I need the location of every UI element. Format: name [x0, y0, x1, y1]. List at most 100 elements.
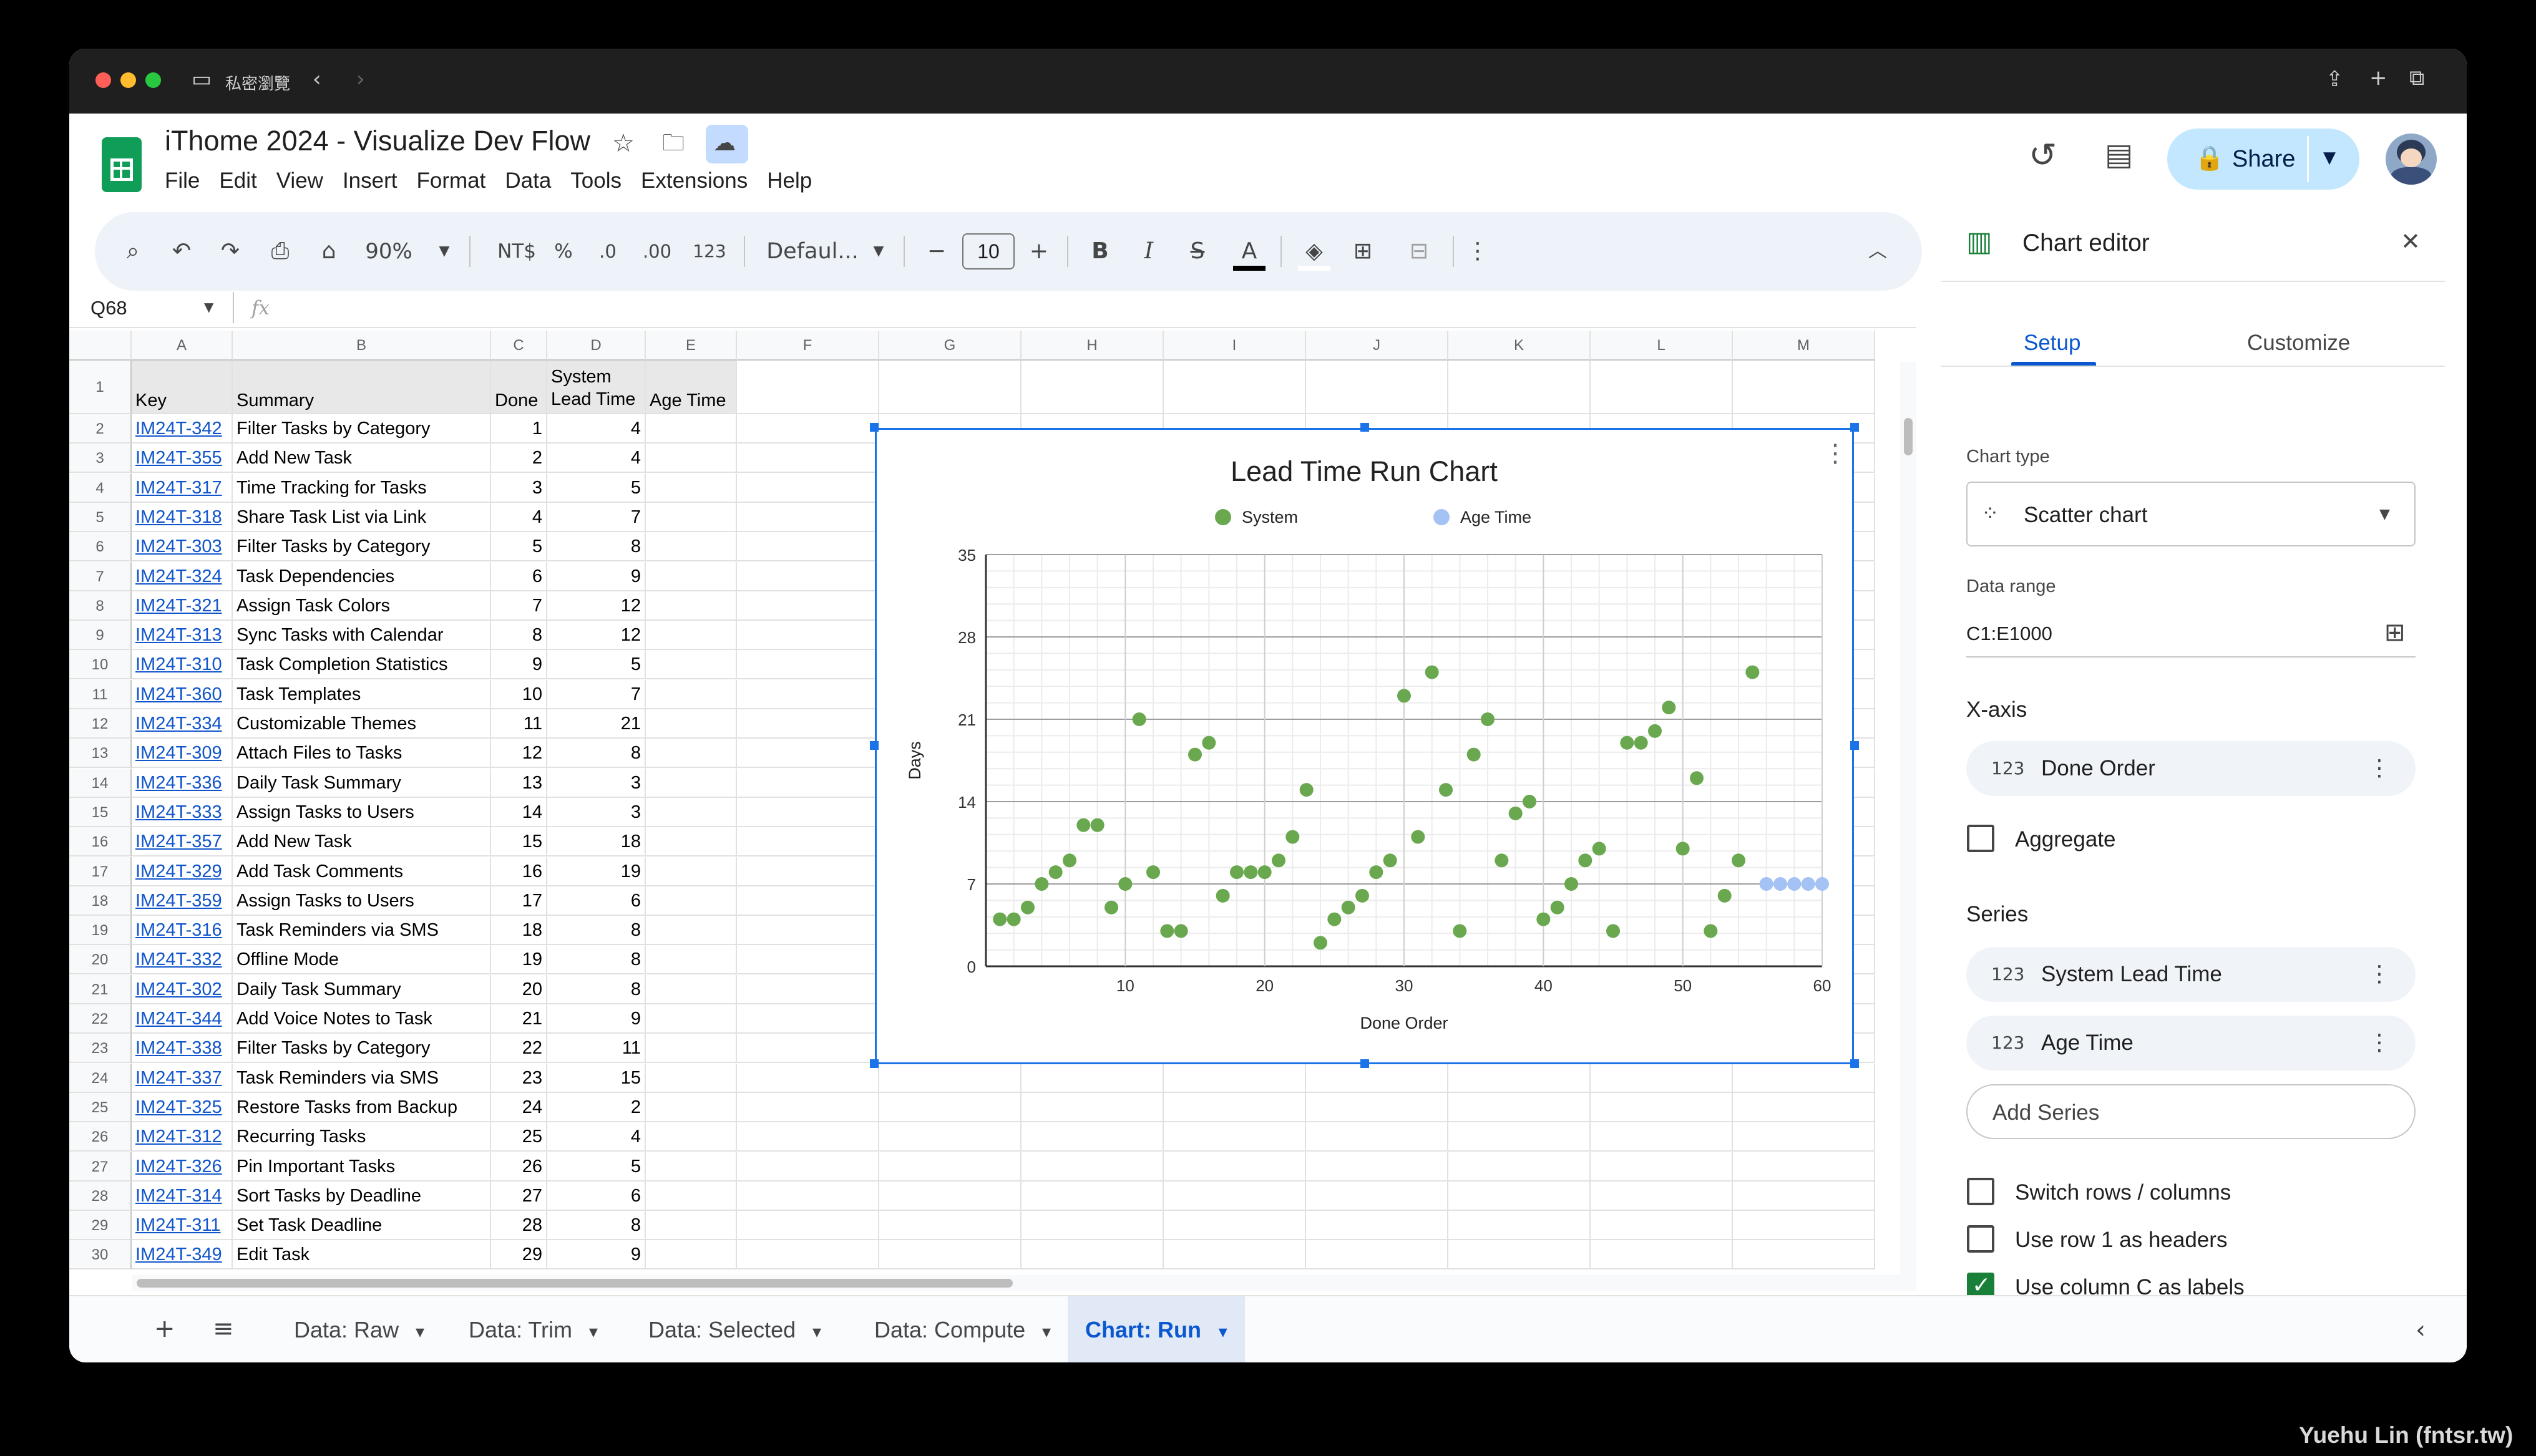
cell[interactable] — [1306, 361, 1448, 414]
minimize-window-button[interactable] — [120, 72, 136, 88]
cell[interactable] — [737, 473, 879, 503]
cell[interactable] — [646, 621, 737, 650]
issue-key-link[interactable]: IM24T-303 — [132, 532, 233, 561]
font-dropdown-icon[interactable]: ▼ — [873, 243, 884, 259]
cell[interactable] — [646, 857, 737, 886]
done-cell[interactable]: 11 — [491, 709, 547, 739]
issue-key-link[interactable]: IM24T-314 — [132, 1182, 233, 1211]
lead-time-cell[interactable]: 8 — [547, 975, 646, 1004]
decrease-font-size-icon[interactable]: − — [927, 238, 947, 264]
maximize-window-button[interactable] — [145, 72, 161, 88]
sheet-tab-dropdown-icon[interactable]: ▾ — [410, 1321, 425, 1342]
row-header[interactable]: 20 — [69, 945, 132, 974]
lead-time-cell[interactable]: 7 — [547, 503, 646, 532]
lead-time-cell[interactable]: 8 — [547, 532, 646, 561]
print-icon[interactable]: ⎙ — [271, 238, 290, 264]
cell[interactable] — [1306, 1152, 1448, 1182]
lead-time-cell[interactable]: 5 — [547, 1152, 646, 1182]
cell[interactable] — [1164, 1093, 1306, 1122]
scatter-chart[interactable]: 0 7 14 21 28 35 10 20 30 40 50 60 Lead Time Run Char… — [877, 430, 1852, 1062]
cell[interactable] — [737, 562, 879, 591]
cell[interactable] — [1733, 1152, 1875, 1182]
summary-cell[interactable]: Set Task Deadline — [233, 1211, 491, 1240]
sheet-tab-dropdown-icon[interactable]: ▾ — [1036, 1321, 1051, 1342]
cell[interactable] — [737, 1240, 879, 1269]
column-header[interactable]: B — [233, 331, 491, 361]
done-cell[interactable]: 17 — [491, 886, 547, 916]
cell[interactable] — [737, 769, 879, 798]
cell[interactable] — [737, 827, 879, 857]
cell[interactable] — [1448, 1093, 1591, 1122]
font-size-input[interactable]: 10 — [962, 233, 1015, 269]
row-header[interactable]: 19 — [69, 916, 132, 945]
issue-key-link[interactable]: IM24T-357 — [132, 827, 233, 857]
lead-time-cell[interactable]: 6 — [547, 1182, 646, 1211]
cell[interactable] — [646, 1152, 737, 1182]
summary-cell[interactable]: Pin Important Tasks — [233, 1152, 491, 1182]
lead-time-cell[interactable]: 9 — [547, 562, 646, 591]
cell[interactable] — [1306, 1064, 1448, 1093]
cell[interactable] — [737, 1093, 879, 1122]
cell[interactable] — [1591, 1064, 1733, 1093]
summary-cell[interactable]: Customizable Themes — [233, 709, 491, 739]
issue-key-link[interactable]: IM24T-355 — [132, 444, 233, 473]
cell[interactable] — [1164, 361, 1306, 414]
row-header[interactable]: 21 — [69, 975, 132, 1004]
cell[interactable] — [737, 1211, 879, 1240]
more-options-icon[interactable]: ⋮ — [1466, 238, 1489, 264]
add-sheet-icon[interactable]: + — [154, 1314, 175, 1343]
zoom-dropdown-icon[interactable]: ▼ — [439, 243, 450, 259]
done-cell[interactable]: 13 — [491, 769, 547, 798]
issue-key-link[interactable]: IM24T-316 — [132, 916, 233, 945]
issue-key-link[interactable]: IM24T-325 — [132, 1093, 233, 1122]
column-header[interactable]: I — [1164, 331, 1306, 361]
done-cell[interactable]: 24 — [491, 1093, 547, 1122]
percent-format-button[interactable]: % — [554, 240, 573, 263]
done-cell[interactable]: 19 — [491, 945, 547, 974]
cell[interactable] — [737, 1122, 879, 1152]
cell[interactable] — [1733, 1093, 1875, 1122]
row-header[interactable]: 14 — [69, 769, 132, 798]
cell[interactable] — [879, 1064, 1022, 1093]
cell[interactable] — [1448, 361, 1591, 414]
summary-cell[interactable]: Assign Task Colors — [233, 591, 491, 621]
cell[interactable] — [737, 1064, 879, 1093]
menu-tools[interactable]: Tools — [570, 168, 622, 193]
move-folder-icon[interactable]: 🗀 — [662, 130, 685, 156]
issue-key-link[interactable]: IM24T-326 — [132, 1152, 233, 1182]
resize-handle[interactable] — [870, 741, 879, 750]
new-tab-icon[interactable]: + — [2369, 66, 2387, 90]
fill-color-icon[interactable]: ◈ — [1295, 212, 1333, 291]
lead-time-cell[interactable]: 8 — [547, 945, 646, 974]
issue-key-link[interactable]: IM24T-312 — [132, 1122, 233, 1152]
summary-cell[interactable]: Share Task List via Link — [233, 503, 491, 532]
row-header[interactable]: 25 — [69, 1093, 132, 1122]
column-header[interactable]: G — [879, 331, 1022, 361]
done-cell[interactable]: 15 — [491, 827, 547, 857]
summary-cell[interactable]: Add New Task — [233, 444, 491, 473]
summary-cell[interactable]: Task Reminders via SMS — [233, 1064, 491, 1093]
vertical-scrollbar[interactable] — [1900, 362, 1916, 1276]
cell[interactable] — [646, 739, 737, 768]
cell[interactable] — [1591, 361, 1733, 414]
cell[interactable] — [1022, 1122, 1164, 1152]
summary-cell[interactable]: Add Task Comments — [233, 857, 491, 886]
row-header[interactable]: 29 — [69, 1211, 132, 1240]
done-cell[interactable]: 14 — [491, 798, 547, 827]
lead-time-cell[interactable]: 12 — [547, 591, 646, 621]
cell[interactable] — [737, 857, 879, 886]
header-cell[interactable]: Summary — [233, 361, 491, 414]
series-more-icon[interactable]: ⋮ — [2368, 961, 2391, 987]
column-header[interactable]: F — [737, 331, 879, 361]
cell[interactable] — [1164, 1122, 1306, 1152]
sheet-tab[interactable]: Data: Selected ▾ — [648, 1296, 821, 1362]
issue-key-link[interactable]: IM24T-302 — [132, 975, 233, 1004]
star-icon[interactable]: ☆ — [612, 129, 635, 158]
row-header[interactable]: 4 — [69, 473, 132, 503]
cell[interactable] — [879, 361, 1022, 414]
cell[interactable] — [646, 1211, 737, 1240]
back-icon[interactable]: ‹ — [313, 67, 321, 92]
cell[interactable] — [1306, 1211, 1448, 1240]
lead-time-cell[interactable]: 9 — [547, 1240, 646, 1269]
increase-font-size-icon[interactable]: + — [1029, 238, 1049, 264]
